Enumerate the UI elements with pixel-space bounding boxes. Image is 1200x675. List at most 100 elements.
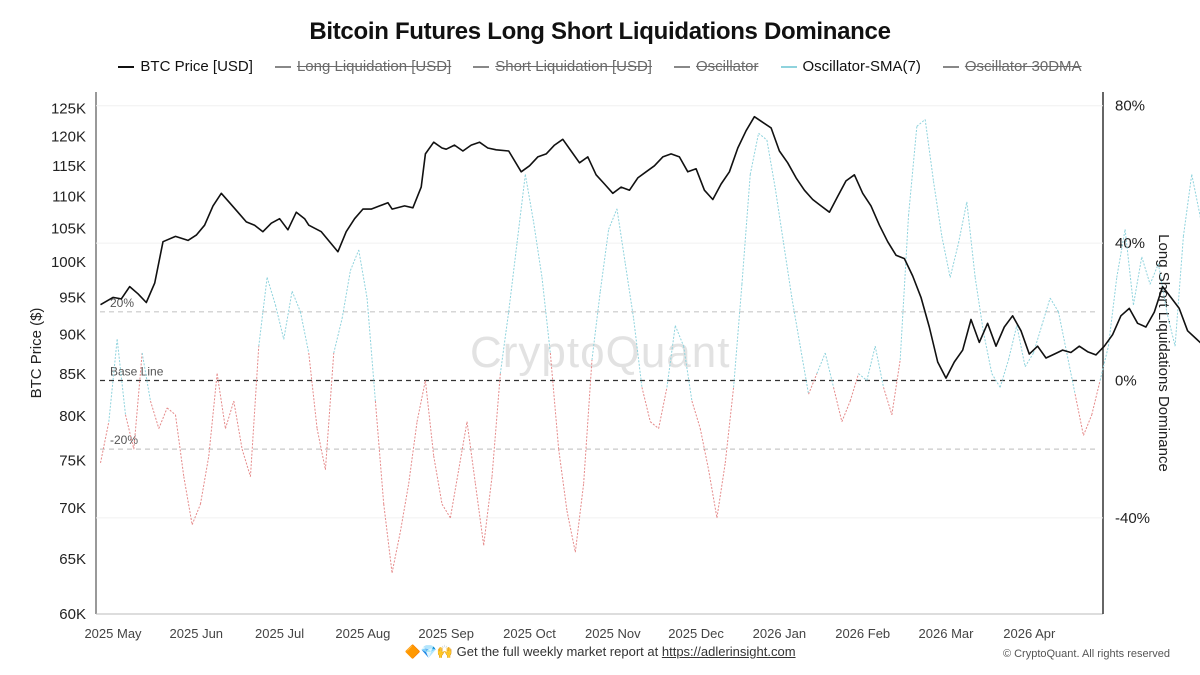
oscillator-sma-segment [274, 304, 285, 340]
reference-line-label: 20% [110, 296, 134, 310]
oscillator-sma-segment [308, 352, 318, 429]
y-right-tick-label: -40% [1115, 510, 1150, 527]
legend-label: Oscillator 30DMA [964, 58, 1082, 75]
oscillator-sma-segment [1041, 297, 1051, 326]
oscillator-sma-segment [799, 346, 810, 395]
oscillator-sma-segment [449, 469, 460, 518]
y-left-tick-label: 110K [52, 188, 86, 205]
oscillator-sma-segment [524, 174, 535, 223]
oscillator-sma-segment [1182, 174, 1193, 237]
footer: 🔶💎🙌 Get the full weekly market report at… [0, 644, 1200, 660]
chart-title: Bitcoin Futures Long Short Liquidations … [309, 18, 891, 45]
oscillator-sma-segment [324, 352, 335, 470]
oscillator-sma-segment [858, 373, 868, 381]
chart-legend: BTC Price [USD] Long Liquidation [USD] Sho… [0, 58, 1200, 75]
oscillator-sma-segment [208, 373, 218, 457]
oscillator-sma-segment [1141, 256, 1151, 285]
oscillator-sma-segment [908, 126, 918, 216]
oscillator-sma-segment [816, 352, 826, 374]
y-left-tick-label: 90K [59, 327, 86, 344]
legend-label: Oscillator-SMA(7) [802, 58, 921, 75]
oscillator-sma-segment [374, 401, 385, 505]
oscillator-sma-segment [408, 421, 418, 484]
legend-swatch [118, 65, 135, 68]
oscillator-sma-segment [125, 414, 135, 450]
oscillator-sma-segment [708, 469, 718, 518]
oscillator-sma-segment [666, 325, 676, 388]
oscillator-sma-segment [849, 373, 860, 402]
footer-emoji: 🔶💎🙌 [404, 644, 454, 659]
oscillator-sma-segment [1007, 325, 1018, 360]
legend-item[interactable]: Oscillator [673, 58, 759, 75]
oscillator-sma-segment [841, 400, 851, 422]
legend-label: Long Liquidation [USD] [296, 58, 452, 75]
legend-item[interactable]: Oscillator-SMA(7) [780, 58, 921, 75]
oscillator-sma-segment [949, 242, 959, 278]
legend-item[interactable]: BTC Price [USD] [118, 58, 253, 75]
y-left-tick-label: 85K [59, 366, 86, 383]
x-tick-label: 2025 Oct [503, 626, 556, 641]
oscillator-sma-segment [150, 400, 160, 429]
x-tick-label: 2026 Apr [1003, 626, 1056, 641]
oscillator-sma-segment [158, 407, 168, 429]
reference-line-label: Base Line [110, 364, 164, 378]
oscillator-sma-segment [349, 249, 360, 271]
oscillator-sma-segment [458, 421, 468, 470]
oscillator-sma-segment [741, 174, 751, 285]
legend-label: Oscillator [695, 58, 759, 75]
legend-item[interactable]: Long Liquidation [USD] [274, 58, 452, 75]
oscillator-sma-segment [499, 311, 510, 374]
oscillator-sma-segment [474, 483, 485, 546]
oscillator-sma-segment [1049, 297, 1059, 313]
x-tick-label: 2025 Sep [418, 626, 474, 641]
oscillator-sma-segment [441, 503, 451, 519]
oscillator-sma-segment [291, 290, 301, 312]
oscillator-sma-segment [674, 325, 685, 347]
btc-price-line [100, 115, 1200, 379]
oscillator-sma-segment [1091, 380, 1101, 415]
oscillator-sma-segment [1066, 352, 1076, 395]
oscillator-sma-segment [916, 119, 926, 127]
y-right-tick-label: 80% [1115, 98, 1145, 115]
oscillator-sma-segment [633, 318, 643, 388]
oscillator-sma-segment [1074, 394, 1084, 436]
y-left-tick-label: 115K [52, 158, 86, 175]
oscillator-sma-segment [508, 243, 518, 312]
oscillator-sma-segment [933, 181, 943, 237]
legend-swatch [673, 65, 690, 68]
oscillator-sma-segment [1024, 352, 1034, 367]
x-tick-label: 2025 Jun [170, 626, 224, 641]
oscillator-sma-segment [874, 346, 885, 388]
oscillator-sma-segment [341, 270, 351, 319]
x-tick-label: 2026 Feb [835, 626, 890, 641]
oscillator-sma-segment [533, 222, 543, 278]
y-right-tick-label: 40% [1115, 235, 1145, 252]
oscillator-sma-segment [774, 188, 785, 244]
oscillator-sma-segment [1057, 311, 1068, 354]
oscillator-sma-segment [982, 332, 993, 374]
oscillator-sma-segment [216, 373, 226, 429]
x-tick-label: 2025 Nov [585, 626, 641, 641]
x-tick-label: 2025 Aug [335, 626, 390, 641]
legend-item[interactable]: Oscillator 30DMA [942, 58, 1082, 75]
oscillator-sma-segment [333, 318, 343, 354]
y-left-tick-label: 70K [59, 500, 86, 517]
oscillator-sma-segment [1099, 346, 1109, 381]
y-right-tick-label: 0% [1115, 372, 1137, 389]
oscillator-sma-segment [433, 455, 443, 505]
oscillator-sma-segment [624, 263, 635, 319]
oscillator-sma-segment [899, 215, 910, 360]
legend-item[interactable]: Short Liquidation [USD] [473, 58, 652, 75]
y-left-tick-label: 120K [51, 128, 86, 145]
oscillator-sma-segment [541, 277, 551, 354]
oscillator-sma-segment [416, 380, 426, 422]
oscillator-sma-segment [658, 387, 668, 429]
oscillator-sma-segment [516, 174, 526, 244]
y-left-tick-label: 95K [59, 289, 86, 306]
oscillator-sma-segment [966, 201, 976, 278]
oscillator-sma-segment [1157, 263, 1168, 312]
footer-link[interactable]: https://adlerinsight.com [661, 644, 796, 659]
oscillator-sma-segment [1166, 311, 1176, 347]
oscillator-sma-segment [833, 387, 843, 422]
